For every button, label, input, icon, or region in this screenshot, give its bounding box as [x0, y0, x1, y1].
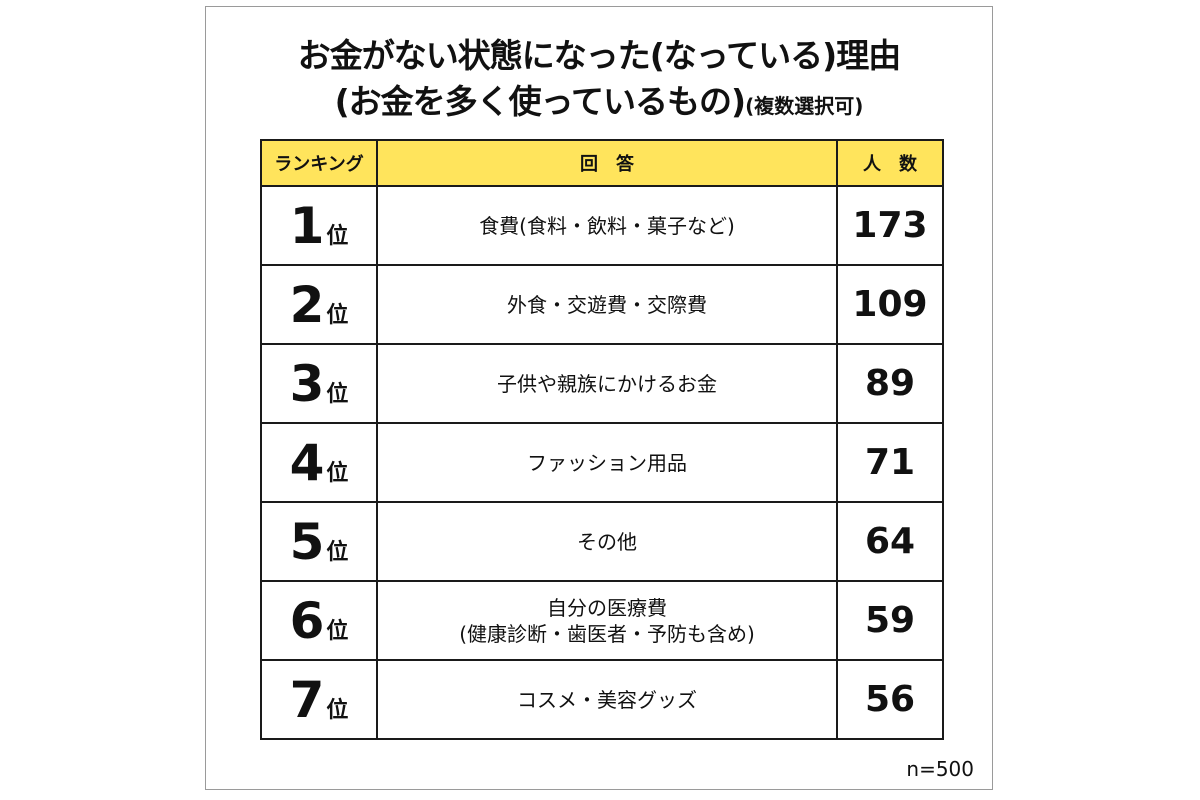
- table-row: 5位 その他 64: [260, 501, 944, 582]
- answer-text: 子供や親族にかけるお金: [497, 371, 717, 396]
- rank-cell: 2位: [260, 264, 378, 345]
- chart-title: お金がない状態になった(なっている)理由: [297, 36, 902, 75]
- rank-suffix: 位: [326, 618, 349, 644]
- rank-number: 5: [289, 512, 325, 571]
- multiple-choice-note: (複数選択可): [745, 94, 864, 118]
- sample-size: n=500: [906, 757, 974, 781]
- answer-text: 自分の医療費: [547, 595, 667, 620]
- answer-subtext: (健康診断・歯医者・予防も含め): [459, 621, 755, 646]
- rank-cell: 6位: [260, 580, 378, 661]
- answer-text: 食費(食料・飲料・菓子など): [479, 213, 735, 238]
- rank-cell: 3位: [260, 343, 378, 424]
- answer-text: その他: [577, 529, 637, 554]
- rank-cell: 7位: [260, 659, 378, 740]
- ranking-table: ランキング 回 答 人 数 1位 食費(食料・飲料・菓子など) 173 2位 外食・交遊…: [260, 139, 944, 740]
- count-cell: 64: [836, 501, 944, 582]
- count-cell: 71: [836, 422, 944, 503]
- rank-number: 6: [289, 591, 325, 650]
- answer-cell: 子供や親族にかけるお金: [376, 343, 838, 424]
- header-ranking: ランキング: [260, 139, 378, 187]
- count-cell: 59: [836, 580, 944, 661]
- answer-cell: ファッション用品: [376, 422, 838, 503]
- table-row: 4位 ファッション用品 71: [260, 422, 944, 503]
- answer-cell: 外食・交遊費・交際費: [376, 264, 838, 345]
- chart-subtitle: (お金を多く使っているもの)(複数選択可): [206, 75, 992, 123]
- rank-cell: 1位: [260, 185, 378, 266]
- rank-number: 7: [289, 670, 325, 729]
- rank-number: 1: [289, 196, 325, 255]
- rank-suffix: 位: [326, 460, 349, 486]
- count-cell: 89: [836, 343, 944, 424]
- rank-number: 2: [289, 275, 325, 334]
- count-cell: 173: [836, 185, 944, 266]
- table-body: 1位 食費(食料・飲料・菓子など) 173 2位 外食・交遊費・交際費 109 3位 子供や親…: [260, 185, 944, 740]
- count-cell: 56: [836, 659, 944, 740]
- chart-subtitle-text: (お金を多く使っているもの): [334, 82, 747, 121]
- table-row: 7位 コスメ・美容グッズ 56: [260, 659, 944, 740]
- header-answer: 回 答: [376, 139, 838, 187]
- header-count: 人 数: [836, 139, 944, 187]
- answer-text: 外食・交遊費・交際費: [507, 292, 707, 317]
- rank-suffix: 位: [326, 539, 349, 565]
- rank-number: 4: [289, 433, 325, 492]
- count-cell: 109: [836, 264, 944, 345]
- rank-suffix: 位: [326, 697, 349, 723]
- answer-text: コスメ・美容グッズ: [517, 687, 697, 712]
- table-row: 1位 食費(食料・飲料・菓子など) 173: [260, 185, 944, 266]
- answer-cell: コスメ・美容グッズ: [376, 659, 838, 740]
- table-row: 6位 自分の医療費 (健康診断・歯医者・予防も含め) 59: [260, 580, 944, 661]
- table-row: 2位 外食・交遊費・交際費 109: [260, 264, 944, 345]
- table-header-row: ランキング 回 答 人 数: [260, 139, 944, 187]
- rank-suffix: 位: [326, 381, 349, 407]
- answer-cell: 自分の医療費 (健康診断・歯医者・予防も含め): [376, 580, 838, 661]
- rank-suffix: 位: [326, 302, 349, 328]
- answer-cell: その他: [376, 501, 838, 582]
- answer-text: ファッション用品: [527, 450, 687, 475]
- rank-cell: 4位: [260, 422, 378, 503]
- rank-cell: 5位: [260, 501, 378, 582]
- rank-number: 3: [289, 354, 325, 413]
- table-row: 3位 子供や親族にかけるお金 89: [260, 343, 944, 424]
- chart-frame: お金がない状態になった(なっている)理由 (お金を多く使っているもの)(複数選択…: [205, 6, 993, 790]
- rank-suffix: 位: [326, 223, 349, 249]
- answer-cell: 食費(食料・飲料・菓子など): [376, 185, 838, 266]
